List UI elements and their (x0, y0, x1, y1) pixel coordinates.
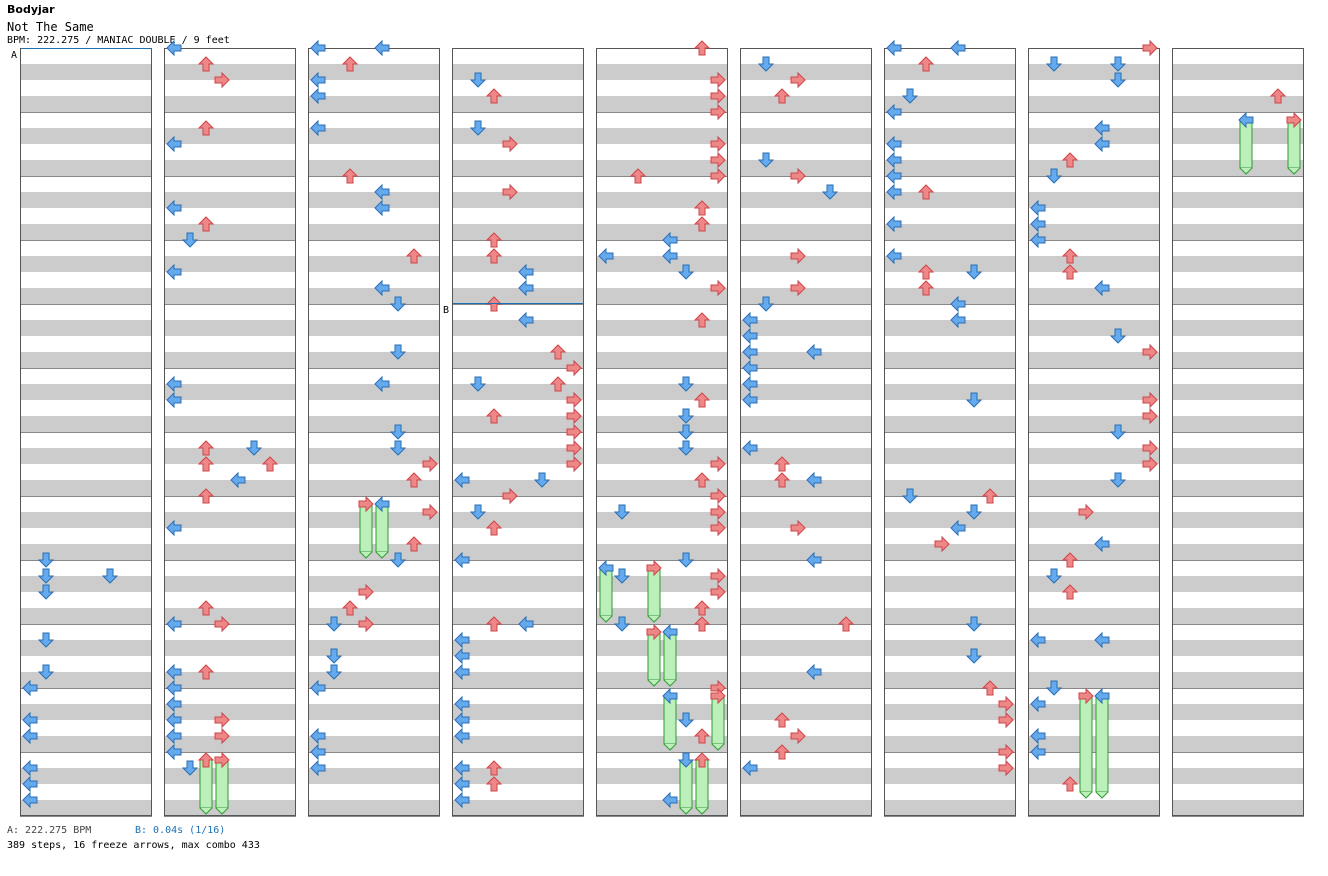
freeze-hold-icon (1095, 695, 1109, 799)
arrow-right-icon (1142, 40, 1158, 56)
song-title: Not The Same (7, 20, 94, 34)
arrow-up-icon (694, 40, 710, 56)
marker-b: B (443, 305, 449, 316)
footer-bpm: A: 222.275 BPM (7, 825, 92, 836)
chart-column (740, 48, 872, 817)
chart-column (1172, 48, 1304, 817)
song-artist: Bodyjar (7, 3, 55, 16)
arrow-left-icon (950, 40, 966, 56)
chart-column (164, 48, 296, 817)
freeze-hold-icon (1287, 119, 1301, 175)
arrow-left-icon (310, 40, 326, 56)
freeze-hold-icon (647, 631, 661, 687)
marker-a: A (11, 50, 17, 61)
freeze-hold-icon (375, 503, 389, 559)
freeze-hold-icon (215, 759, 229, 815)
freeze-hold-icon (663, 695, 677, 751)
freeze-hold-icon (711, 695, 725, 751)
freeze-hold-icon (1079, 695, 1093, 799)
freeze-hold-icon (599, 567, 613, 623)
chart-column (452, 48, 584, 817)
chart-column (308, 48, 440, 817)
chart-column (596, 48, 728, 817)
arrow-left-icon (166, 40, 182, 56)
freeze-hold-icon (359, 503, 373, 559)
freeze-hold-icon (1239, 119, 1253, 175)
chart-column (884, 48, 1016, 817)
freeze-hold-icon (679, 759, 693, 815)
footer-offset: B: 0.04s (1/16) (135, 825, 226, 836)
chart-column (20, 48, 152, 817)
chart-column (1028, 48, 1160, 817)
arrow-left-icon (374, 40, 390, 56)
arrow-left-icon (886, 40, 902, 56)
chart-bpm-difficulty: BPM: 222.275 / MANIAC DOUBLE / 9 feet (7, 35, 230, 46)
freeze-hold-icon (199, 759, 213, 815)
footer-stats: 389 steps, 16 freeze arrows, max combo 4… (7, 840, 260, 851)
freeze-hold-icon (647, 567, 661, 623)
freeze-hold-icon (695, 759, 709, 815)
freeze-hold-icon (663, 631, 677, 687)
